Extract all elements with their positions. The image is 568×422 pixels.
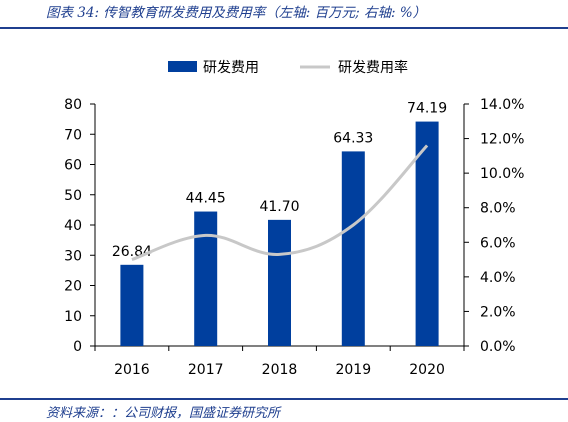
source-note: 资料来源：：公司财报，国盛证券研究所 xyxy=(46,406,281,421)
x-tick-label: 2019 xyxy=(335,362,371,378)
bar xyxy=(415,121,439,346)
left-tick-label: 20 xyxy=(64,279,82,295)
legend: 研发费用 研发费用率 xyxy=(168,59,408,76)
bar xyxy=(268,219,291,346)
right-tick-label: 14.0% xyxy=(480,97,524,113)
right-tick-label: 4.0% xyxy=(480,270,516,286)
left-tick-label: 80 xyxy=(64,97,82,113)
top-rule xyxy=(0,27,568,29)
right-y-axis: 0.0% 2.0% 4.0% 6.0% 8.0% 10.0% 12.0% 14.0% xyxy=(463,97,524,355)
left-tick-label: 50 xyxy=(64,188,82,204)
left-tick-label: 10 xyxy=(64,309,82,325)
bar xyxy=(341,151,365,346)
left-tick-label: 40 xyxy=(64,218,82,234)
left-tick-label: 70 xyxy=(64,127,82,143)
x-tick-label: 2020 xyxy=(409,362,445,378)
bar-value-label: 44.45 xyxy=(186,191,226,207)
legend-bar-label: 研发费用 xyxy=(203,60,259,76)
figure-title: 图表 34: 传智教育研发费用及费用率（左轴: 百万元; 右轴: %） xyxy=(46,5,427,21)
right-tick-label: 8.0% xyxy=(480,201,516,217)
bar xyxy=(194,211,218,346)
x-axis: 2016 2017 2018 2019 2020 xyxy=(94,345,465,378)
legend-bar-swatch xyxy=(168,61,197,72)
right-tick-label: 12.0% xyxy=(480,132,524,148)
bar xyxy=(120,264,144,346)
left-tick-label: 60 xyxy=(64,158,82,174)
bar-series xyxy=(120,121,439,346)
right-tick-label: 10.0% xyxy=(480,166,524,182)
right-tick-label: 6.0% xyxy=(480,235,516,251)
combo-chart: 研发费用 研发费用率 0 10 20 30 40 50 60 70 80 0.0% 2.0% 4.0… xyxy=(64,59,524,378)
bar-value-label: 41.70 xyxy=(259,199,299,215)
bar-value-label: 74.19 xyxy=(407,101,447,117)
x-tick-label: 2016 xyxy=(114,362,150,378)
left-y-axis: 0 10 20 30 40 50 60 70 80 xyxy=(64,97,96,355)
right-tick-label: 0.0% xyxy=(480,339,516,355)
bar-value-label: 26.84 xyxy=(112,244,152,260)
legend-line-label: 研发费用率 xyxy=(338,59,408,76)
left-tick-label: 30 xyxy=(64,248,82,264)
bar-value-label: 64.33 xyxy=(333,130,373,146)
x-tick-label: 2017 xyxy=(188,362,224,378)
rate-line-series xyxy=(131,144,429,261)
bottom-rule xyxy=(0,398,568,400)
right-tick-label: 2.0% xyxy=(480,304,516,320)
left-tick-label: 0 xyxy=(73,339,82,355)
x-tick-label: 2018 xyxy=(262,362,298,378)
